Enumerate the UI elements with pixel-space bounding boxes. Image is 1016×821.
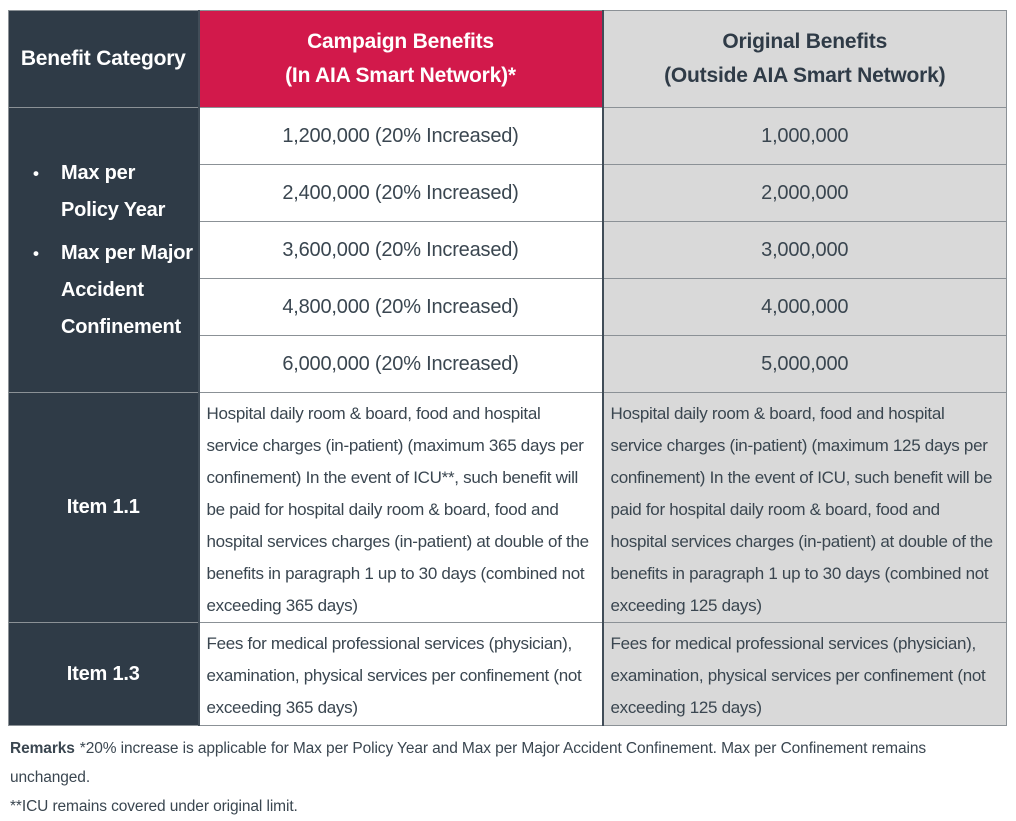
value-original-5: 5,000,000 — [602, 335, 1007, 393]
remarks-text-1: *20% increase is applicable for Max per … — [10, 740, 926, 786]
bullet-label: Max per Major Accident Confinement — [61, 241, 193, 338]
header-campaign-benefits: Campaign Benefits (In AIA Smart Network)… — [197, 10, 604, 108]
benefit-category-cell: • Max per Policy Year • Max per Major Ac… — [8, 107, 199, 393]
item-1-1-original-text: Hospital daily room & board, food and ho… — [602, 392, 1007, 623]
benefits-table: Benefit Category Campaign Benefits (In A… — [8, 10, 1007, 726]
value-campaign-2: 2,400,000 (20% Increased) — [197, 164, 604, 222]
value-campaign-3: 3,600,000 (20% Increased) — [197, 221, 604, 279]
remarks: Remarks *20% increase is applicable for M… — [8, 734, 1008, 821]
item-1-3-label: Item 1.3 — [8, 622, 199, 726]
table-row: 3,600,000 (20% Increased) 3,000,000 — [9, 221, 1007, 279]
table-row: • Max per Policy Year • Max per Major Ac… — [8, 107, 1007, 393]
header-campaign-line1: Campaign Benefits — [307, 30, 494, 53]
value-campaign-4: 4,800,000 (20% Increased) — [197, 278, 604, 336]
item-1-1-campaign-text: Hospital daily room & board, food and ho… — [197, 392, 604, 623]
bullet-label: Max per Policy Year — [61, 161, 166, 221]
header-benefit-category: Benefit Category — [8, 10, 199, 108]
bullet-item-max-per-major-accident: • Max per Major Accident Confinement — [33, 235, 198, 346]
value-original-2: 2,000,000 — [602, 164, 1007, 222]
table-header-row: Benefit Category Campaign Benefits (In A… — [8, 10, 1007, 108]
bullet-item-max-per-policy-year: • Max per Policy Year — [33, 155, 198, 229]
remarks-line-2: **ICU remains covered under original lim… — [10, 798, 298, 815]
table-row: 4,800,000 (20% Increased) 4,000,000 — [9, 278, 1007, 336]
item-1-3-campaign-text: Fees for medical professional services (… — [197, 622, 604, 726]
value-campaign-5: 6,000,000 (20% Increased) — [197, 335, 604, 393]
table-row: 6,000,000 (20% Increased) 5,000,000 — [9, 335, 1007, 393]
value-original-1: 1,000,000 — [602, 107, 1007, 165]
value-original-3: 3,000,000 — [602, 221, 1007, 279]
value-original-4: 4,000,000 — [602, 278, 1007, 336]
item-1-3-original-text: Fees for medical professional services (… — [602, 622, 1007, 726]
table-row-item-1-1: Item 1.1 Hospital daily room & board, fo… — [8, 392, 1007, 623]
header-campaign-line2: (In AIA Smart Network)* — [285, 64, 516, 87]
bullet-icon: • — [33, 243, 39, 263]
table-row-item-1-3: Item 1.3 Fees for medical professional s… — [8, 622, 1007, 726]
header-original-line1: Original Benefits — [722, 30, 888, 53]
remarks-label: Remarks — [10, 740, 75, 757]
bullet-icon: • — [33, 163, 39, 183]
header-original-line2: (Outside AIA Smart Network) — [664, 64, 946, 87]
value-campaign-1: 1,200,000 (20% Increased) — [197, 107, 604, 165]
item-1-1-label: Item 1.1 — [8, 392, 199, 623]
table-row: 2,400,000 (20% Increased) 2,000,000 — [9, 164, 1007, 222]
remarks-line-1: Remarks *20% increase is applicable for M… — [10, 734, 1008, 792]
header-original-benefits: Original Benefits (Outside AIA Smart Net… — [602, 10, 1007, 108]
